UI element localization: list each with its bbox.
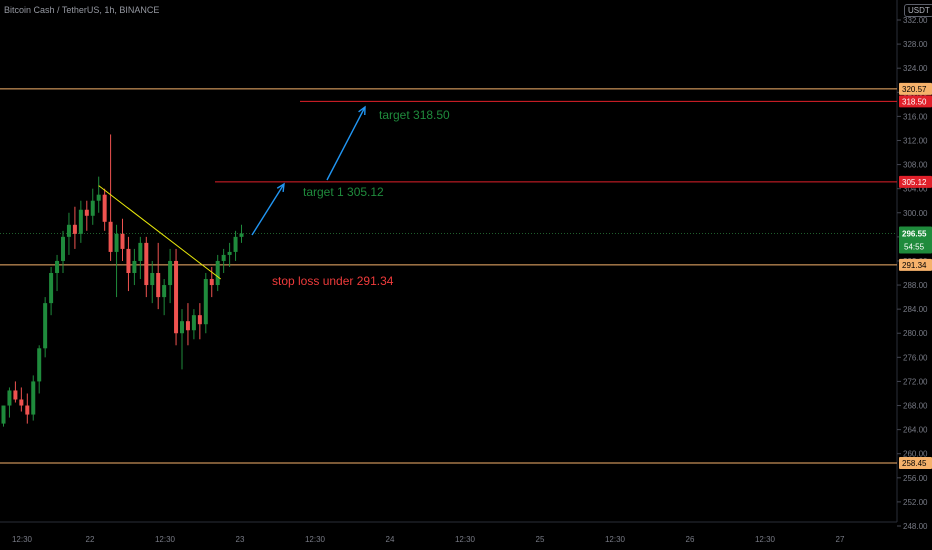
level-price-label: 318.50 [902, 97, 927, 106]
price-tick-label: 256.00 [903, 474, 928, 483]
candle-body[interactable] [61, 236, 65, 261]
price-tick-label: 272.00 [903, 377, 928, 386]
chart-title: Bitcoin Cash / TetherUS, 1h, BINANCE [4, 5, 160, 15]
time-axis-label: 12:30 [12, 535, 33, 544]
trendline[interactable] [98, 185, 222, 280]
time-axis-label: 23 [236, 535, 245, 544]
time-axis-label: 12:30 [755, 535, 776, 544]
candle-body[interactable] [180, 321, 184, 334]
time-axis-label: 26 [686, 535, 695, 544]
price-tick-label: 284.00 [903, 305, 928, 314]
candle-body[interactable] [156, 273, 161, 298]
price-tick-label: 304.00 [903, 185, 928, 194]
unit-badge[interactable]: USDT [904, 4, 932, 17]
candle-body[interactable] [19, 399, 24, 406]
price-tick-label: 260.00 [903, 450, 928, 459]
candle-body[interactable] [174, 260, 179, 334]
candle-body[interactable] [49, 273, 54, 304]
candle-body[interactable] [162, 285, 167, 298]
candle-body[interactable] [132, 260, 137, 273]
candle-body[interactable] [90, 200, 95, 216]
time-axis-label: 12:30 [605, 535, 626, 544]
candle-body[interactable] [185, 321, 190, 331]
price-tick-label: 332.00 [903, 16, 928, 25]
arrow-to-target2[interactable] [326, 106, 366, 181]
level-price-badge [899, 457, 932, 470]
candle-body[interactable] [102, 194, 107, 222]
price-tick-label: 328.00 [903, 40, 928, 49]
candle-body[interactable] [66, 224, 71, 237]
arrow-to-target1-head [276, 182, 285, 193]
current-price-label: 296.55 [902, 230, 927, 239]
price-tick-label: 280.00 [903, 329, 928, 338]
target1-label: target 1 305.12 [303, 185, 384, 199]
time-axis-label: 27 [836, 535, 845, 544]
candle-body[interactable] [96, 194, 101, 201]
level-price-label: 305.12 [902, 178, 927, 187]
candle-body[interactable] [114, 233, 119, 252]
time-axis-label: 12:30 [305, 535, 326, 544]
price-tick-label: 248.00 [903, 522, 928, 531]
level-price-label: 258.45 [902, 459, 927, 468]
level-price-badge [899, 82, 932, 95]
candle-body[interactable] [239, 233, 244, 237]
candle-body[interactable] [227, 251, 232, 255]
candle-body[interactable] [221, 254, 226, 261]
candle-body[interactable] [150, 273, 155, 286]
candle-body[interactable] [7, 390, 12, 406]
level-price-label: 320.57 [902, 85, 927, 94]
candle-body[interactable] [191, 315, 196, 331]
candle-body[interactable] [215, 260, 220, 286]
price-tick-label: 252.00 [903, 498, 928, 507]
current-price-badge [899, 226, 932, 254]
candle-body[interactable] [108, 221, 113, 252]
price-tick-label: 264.00 [903, 426, 928, 435]
time-axis-label: 22 [86, 535, 95, 544]
arrow-to-target1[interactable] [251, 183, 285, 236]
candle-body[interactable] [55, 260, 60, 273]
price-tick-label: 288.00 [903, 281, 928, 290]
time-axis-label: 24 [386, 535, 395, 544]
candle-body[interactable] [233, 236, 238, 252]
candle-body[interactable] [120, 233, 125, 249]
candle-body[interactable] [144, 242, 149, 286]
candle-body[interactable] [203, 279, 208, 325]
target2-label: target 318.50 [379, 108, 450, 122]
price-tick-label: 268.00 [903, 402, 928, 411]
stop-loss-label: stop loss under 291.34 [272, 274, 394, 288]
time-axis-label: 25 [536, 535, 545, 544]
price-tick-label: 316.00 [903, 112, 928, 121]
candle-body[interactable] [43, 303, 48, 349]
candle-body[interactable] [37, 348, 42, 382]
time-axis-label: 12:30 [455, 535, 476, 544]
candle-body[interactable] [1, 405, 6, 424]
candle-body[interactable] [72, 224, 77, 234]
level-price-badge [899, 258, 932, 271]
candle-body[interactable] [31, 381, 36, 415]
level-price-badge [899, 175, 932, 188]
price-tick-label: 324.00 [903, 64, 928, 73]
candle-body[interactable] [168, 260, 173, 286]
level-price-badge [899, 95, 932, 108]
price-tick-label: 312.00 [903, 136, 928, 145]
time-axis-label: 12:30 [155, 535, 176, 544]
bar-countdown: 54:55 [904, 243, 925, 252]
arrow-to-target2-head [358, 105, 366, 116]
candle-body[interactable] [209, 279, 214, 286]
level-price-label: 291.34 [902, 261, 927, 270]
candle-body[interactable] [197, 315, 202, 325]
price-tick-label: 300.00 [903, 209, 928, 218]
candle-body[interactable] [78, 209, 83, 234]
price-tick-label: 308.00 [903, 161, 928, 170]
candle-body[interactable] [138, 242, 143, 261]
candle-body[interactable] [84, 209, 89, 216]
candle-body[interactable] [13, 390, 18, 400]
candle-body[interactable] [126, 248, 131, 273]
price-tick-label: 276.00 [903, 353, 928, 362]
candle-body[interactable] [25, 405, 30, 415]
